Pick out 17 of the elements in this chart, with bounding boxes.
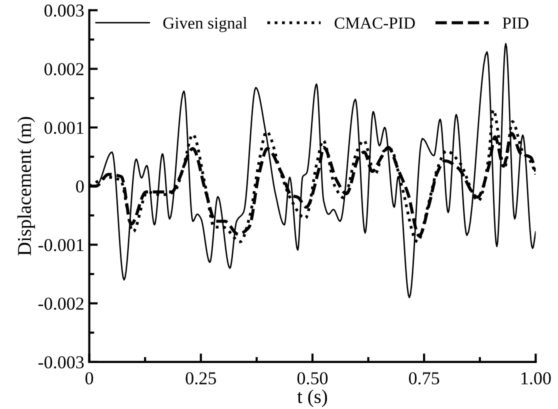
y-tick-label: -0.002 (38, 298, 84, 310)
legend-label: CMAC-PID (334, 18, 415, 29)
legend-label: PID (502, 18, 528, 29)
y-tick-label: 0 (76, 180, 84, 193)
x-tick-label: 0 (85, 372, 94, 384)
y-tick-label: -0.003 (38, 356, 84, 368)
x-tick-label: 0.75 (408, 372, 440, 384)
y-tick-label: 0.001 (44, 122, 84, 134)
x-tick-label: 0.25 (186, 372, 216, 384)
y-axis-title: Displacement (m) (17, 117, 36, 256)
y-tick-label: 0.002 (44, 63, 84, 76)
x-tick-label: 0.50 (297, 372, 328, 384)
y-tick-label: 0.003 (44, 4, 84, 17)
x-axis-title: t (s) (297, 389, 328, 408)
legend-label: Given signal (163, 16, 247, 32)
y-tick-label: -0.001 (38, 238, 84, 252)
x-tick-label: 1.00 (521, 372, 551, 384)
